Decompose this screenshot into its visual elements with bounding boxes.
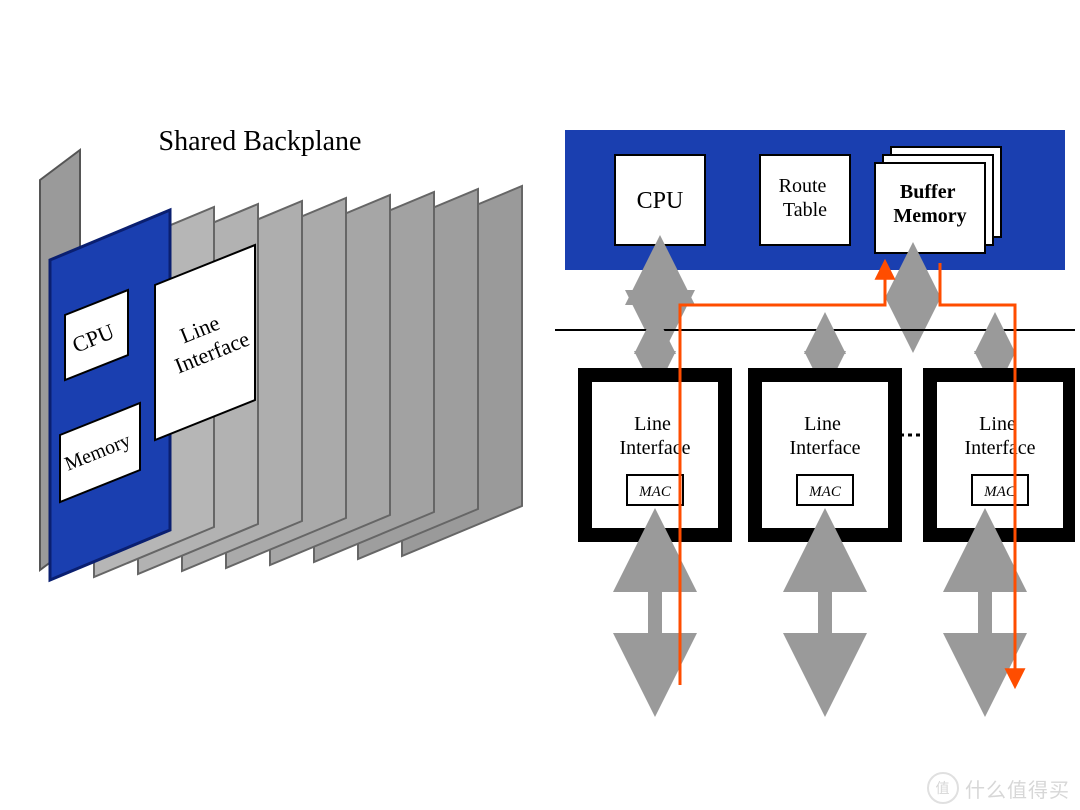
card-l2: Interface	[789, 437, 860, 459]
watermark-icon: 值	[927, 772, 959, 804]
card-l1: Line	[634, 413, 671, 435]
card-l1: Line	[979, 413, 1016, 435]
mac-label: MAC	[638, 484, 672, 500]
top-cpu-label: CPU	[637, 188, 684, 214]
mac-label: MAC	[983, 484, 1017, 500]
front-blue-blade: CPU Memory	[50, 210, 170, 580]
card-l2: Interface	[964, 437, 1035, 459]
flow-to-buffer	[680, 263, 885, 375]
buffer-l2: Memory	[893, 205, 966, 227]
line-card: Line Interface MAC	[585, 375, 725, 535]
mac-label: MAC	[808, 484, 842, 500]
line-card: Line Interface MAC	[930, 375, 1070, 535]
line-cards: Line Interface MAC Line Interface MAC Li…	[585, 375, 1070, 535]
card-l1: Line	[804, 413, 841, 435]
route-l1: Route	[779, 175, 827, 197]
watermark-text: 什么值得买	[965, 774, 1070, 803]
buffer-l1: Buffer	[900, 181, 956, 203]
block-diagram: CPU Route Table Buffer Memory Line Inter…	[555, 130, 1075, 730]
watermark: 值 什么值得买	[927, 772, 1070, 804]
backplane-title: Shared Backplane	[159, 126, 362, 157]
line-card: Line Interface MAC	[755, 375, 895, 535]
backplane-diagram: Shared Backplane CPU Memory Line Interfa…	[0, 100, 540, 640]
route-l2: Table	[783, 199, 827, 221]
